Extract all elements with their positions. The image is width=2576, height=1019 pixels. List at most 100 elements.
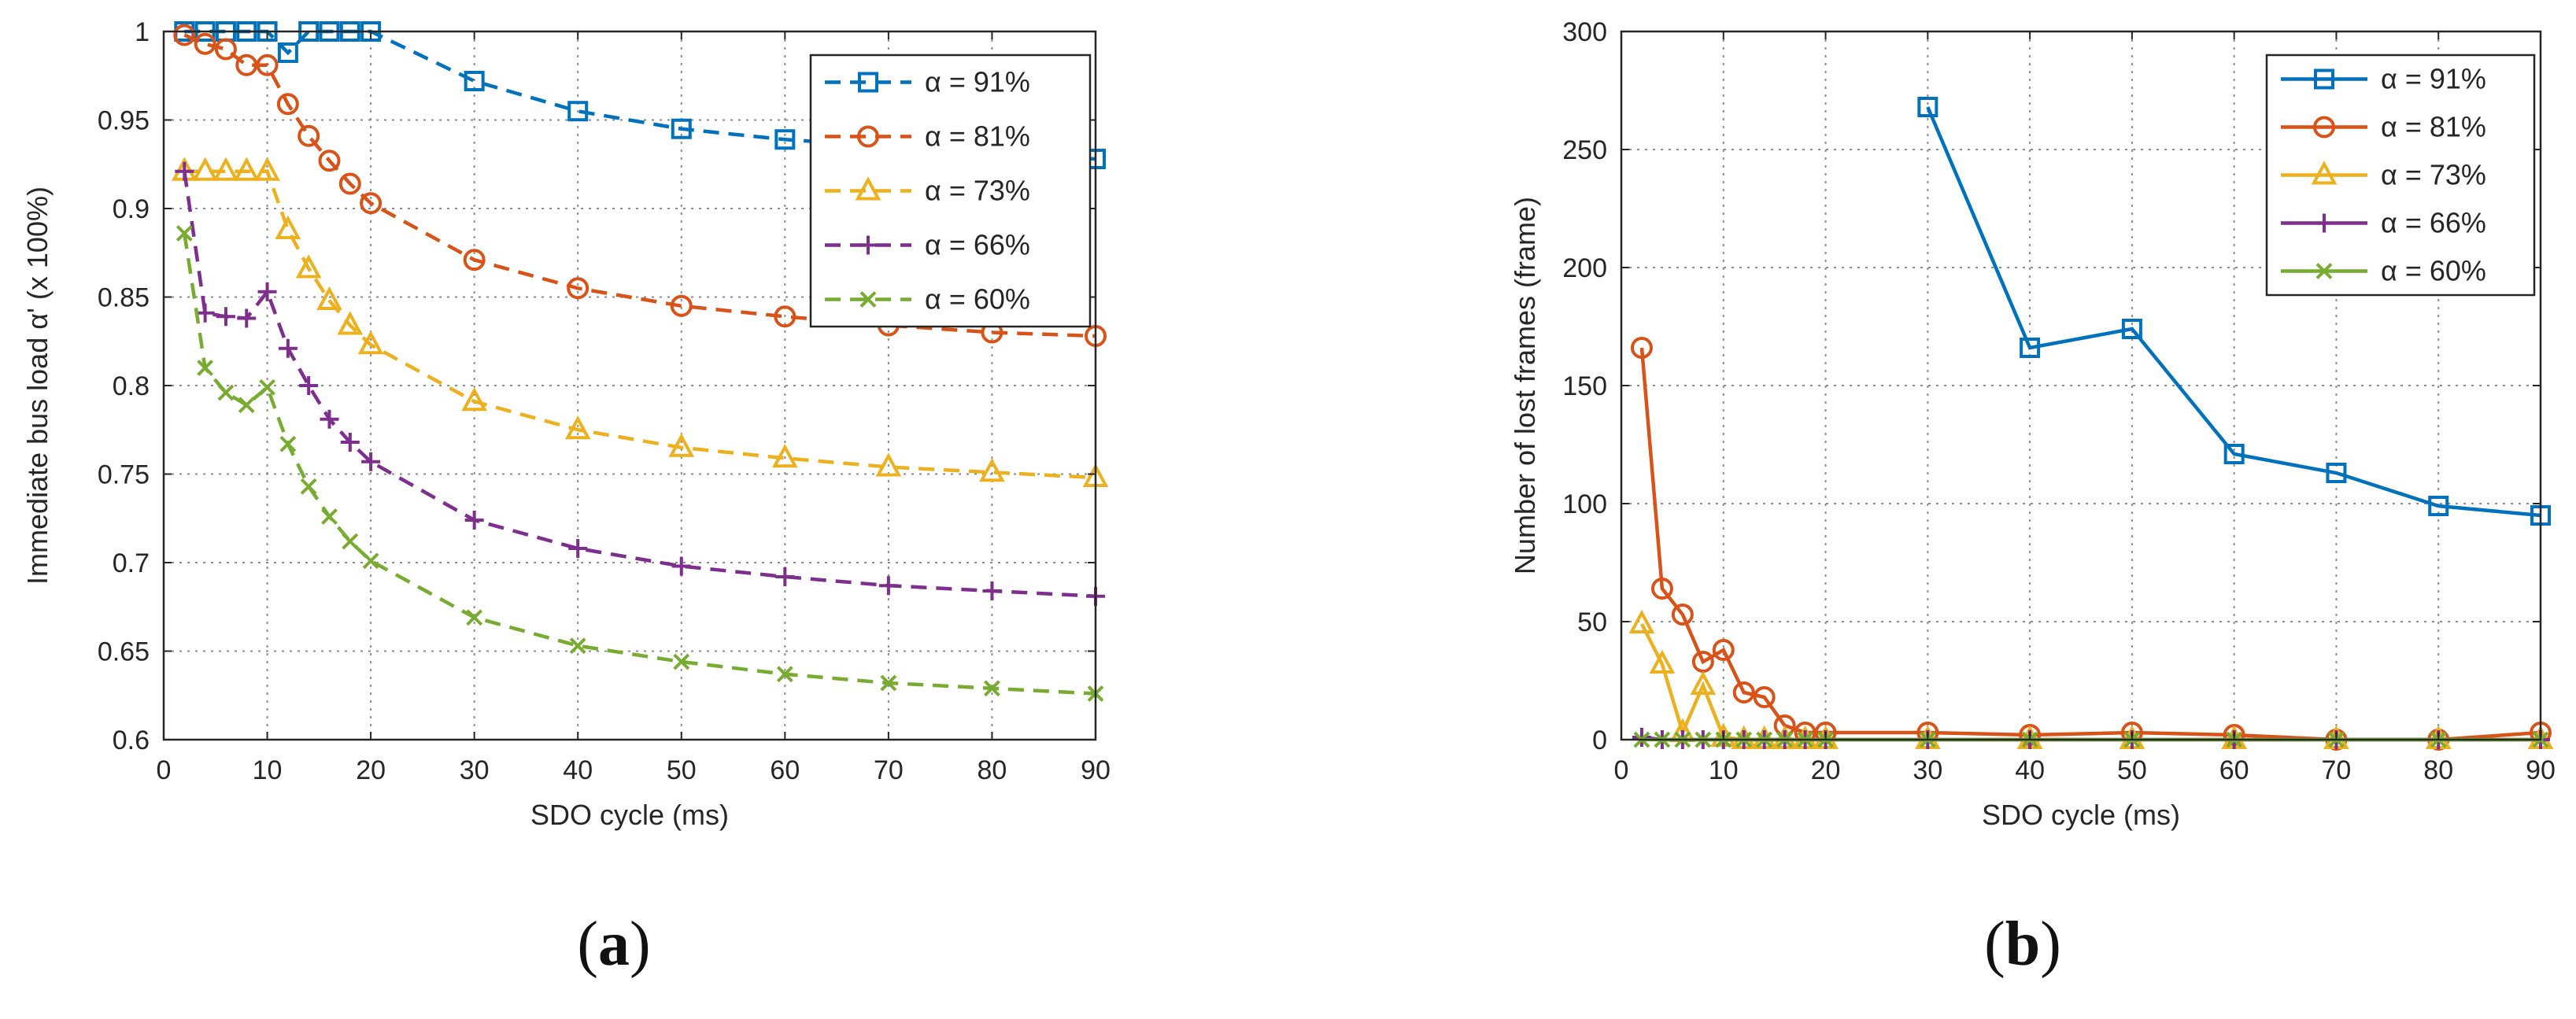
data-point (1671, 604, 1694, 626)
data-point (564, 415, 591, 440)
y-tick-label: 0.9 (113, 194, 150, 224)
data-point (568, 539, 588, 558)
data-point (361, 452, 381, 471)
data-point (461, 387, 488, 412)
x-tick-label: 10 (1709, 755, 1739, 785)
data-point (2223, 444, 2245, 464)
data-point (254, 157, 280, 181)
y-tick-label: 150 (1562, 371, 1607, 401)
x-tick-label: 90 (1081, 755, 1111, 785)
data-point (298, 124, 320, 147)
x-tick-label: 20 (1811, 755, 1841, 785)
data-point (774, 129, 796, 150)
data-point (259, 378, 275, 396)
data-point (237, 308, 257, 328)
legend-marker (2311, 161, 2338, 185)
data-point (1649, 649, 1676, 674)
x-tick-label: 10 (253, 755, 283, 785)
data-point (1628, 609, 1655, 633)
data-point (216, 307, 235, 327)
data-point (176, 225, 193, 242)
x-tick-label: 70 (2322, 755, 2352, 785)
caption-b: (b) (1984, 910, 2061, 979)
data-point (316, 286, 342, 310)
data-point (278, 338, 298, 358)
data-point (569, 637, 586, 655)
data-point (279, 435, 297, 452)
data-point (1630, 337, 1653, 359)
data-point (357, 330, 384, 355)
x-tick-label: 70 (874, 755, 904, 785)
data-point (670, 294, 693, 317)
data-point (342, 533, 359, 550)
data-point (982, 581, 1002, 600)
data-point (321, 508, 338, 525)
series-5 (176, 225, 1104, 702)
data-point (1632, 728, 1651, 747)
data-point (338, 172, 361, 195)
data-point (277, 42, 298, 63)
legend-label: α = 91% (2381, 63, 2486, 95)
x-axis-label: SDO cycle (ms) (1982, 799, 2180, 831)
legend-marker (2315, 213, 2334, 233)
x-tick-label: 40 (2015, 755, 2045, 785)
data-point (300, 478, 317, 495)
y-tick-label: 0.6 (113, 725, 150, 755)
data-point (464, 511, 484, 530)
data-point (192, 157, 218, 181)
x-tick-label: 0 (1614, 755, 1629, 785)
x-tick-label: 50 (2117, 755, 2147, 785)
y-tick-label: 0.85 (98, 283, 150, 313)
y-tick-label: 0.8 (113, 371, 150, 401)
data-point (875, 452, 902, 477)
series-line (183, 233, 1096, 696)
data-point (362, 552, 379, 570)
data-point (1650, 578, 1673, 600)
data-point (567, 277, 589, 300)
ticks: 0 10 20 30 40 50 60 70 80 90 0 50 100 150 200 250 300 (1562, 17, 2556, 785)
data-point (173, 24, 196, 46)
y-tick-label: 0.65 (98, 637, 150, 667)
data-point (774, 305, 796, 328)
data-point (466, 609, 483, 626)
legend-marker (859, 291, 877, 308)
data-point (463, 249, 486, 271)
x-tick-label: 0 (157, 755, 172, 785)
data-point (776, 666, 793, 683)
x-tick-label: 30 (460, 755, 490, 785)
data-point (217, 384, 235, 401)
legend-label: α = 60% (2381, 255, 2486, 287)
data-point (318, 150, 341, 172)
data-point (214, 38, 237, 61)
y-tick-label: 0.95 (98, 106, 150, 136)
data-point (671, 556, 691, 576)
data-point (295, 254, 322, 279)
data-point (2121, 319, 2142, 339)
legend-label: α = 73% (2381, 159, 2486, 191)
legend-label: α = 73% (925, 175, 1030, 207)
x-tick-label: 60 (2219, 755, 2249, 785)
data-point (671, 118, 692, 139)
data-point (276, 93, 299, 116)
legend-label: α = 66% (925, 229, 1030, 261)
ticks: 0 10 20 30 40 50 60 70 80 90 0.6 0.65 0.7 0.75 0.8 0.85… (98, 17, 1111, 785)
data-point (1753, 686, 1776, 708)
series-4 (175, 161, 1105, 606)
legend-label: α = 91% (925, 66, 1030, 98)
y-tick-label: 300 (1562, 17, 1607, 47)
data-point (194, 32, 216, 55)
chart-panel-a: 0 10 20 30 40 50 60 70 80 90 0.6 0.65 0.7 0.75 0.8 0.85… (21, 17, 1111, 831)
y-tick-label: 1 (135, 17, 150, 47)
data-point (880, 674, 897, 692)
y-tick-label: 0.75 (98, 460, 150, 490)
x-tick-label: 80 (2423, 755, 2453, 785)
x-tick-label: 30 (1913, 755, 1942, 785)
data-point (337, 311, 364, 335)
data-point (979, 458, 1005, 482)
data-point (2428, 496, 2449, 516)
data-point (275, 215, 301, 239)
y-tick-label: 50 (1577, 607, 1607, 637)
y-axis-label: Number of lost frames (frame) (1509, 197, 1541, 574)
data-point (340, 433, 360, 452)
y-tick-label: 0.7 (113, 548, 150, 578)
